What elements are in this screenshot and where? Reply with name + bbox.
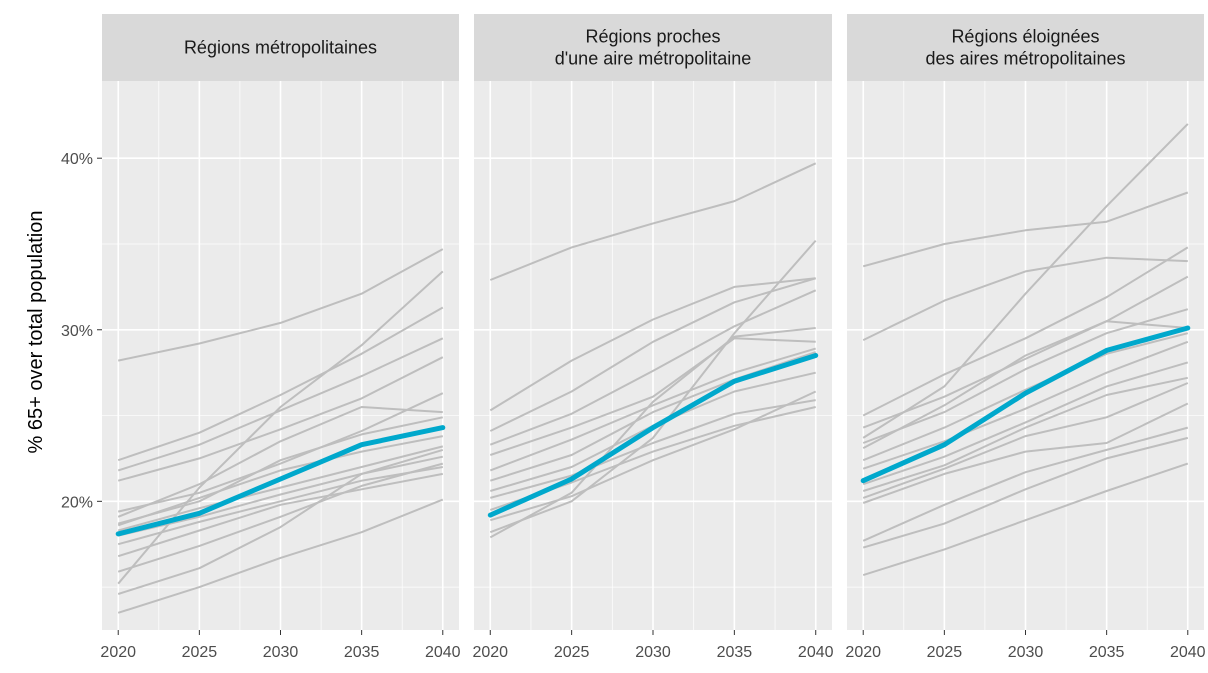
y-axis-title: % 65+ over total population <box>25 211 47 454</box>
series-line-2 <box>117 306 444 462</box>
series-line-11 <box>862 382 1189 499</box>
facet-title-line: Régions éloignées <box>951 27 1099 47</box>
facet-title-line: Régions métropolitaines <box>184 38 377 58</box>
x-tick-label: 2030 <box>263 644 299 661</box>
series-line-7 <box>862 332 1189 462</box>
y-tick-label: 30% <box>61 323 93 340</box>
x-tick-label: 2030 <box>1008 644 1044 661</box>
x-tick-label: 2030 <box>635 644 671 661</box>
x-tick-label: 2035 <box>344 644 380 661</box>
series-line-5 <box>862 308 1189 444</box>
series-line-13 <box>862 426 1189 542</box>
series-line-14 <box>862 436 1189 549</box>
series-line-5 <box>117 392 444 513</box>
series-line-6 <box>862 320 1188 449</box>
x-tick-label: 2025 <box>554 644 590 661</box>
highlight-series-line <box>860 325 1191 484</box>
series-line-2 <box>489 277 816 412</box>
series-line-11 <box>117 466 443 546</box>
series-line-12 <box>489 239 817 534</box>
series-line-10 <box>117 455 444 537</box>
facet-panel-1: Régions métropolitaines 2020 2025 2030 2035 2… <box>61 14 461 661</box>
series-line-14 <box>117 448 444 595</box>
series-line-9 <box>490 399 816 499</box>
series-line-13 <box>117 462 444 573</box>
series-line-3 <box>489 277 816 432</box>
series-line-9 <box>862 361 1189 486</box>
x-tick-label: 2040 <box>798 644 834 661</box>
series-line-3 <box>862 246 1189 417</box>
x-tick-label: 2025 <box>927 644 963 661</box>
series-line-1 <box>489 162 817 281</box>
highlight-series-line <box>487 353 819 518</box>
series-line-7 <box>117 416 444 525</box>
series-line-6 <box>489 347 816 472</box>
facet-strip <box>102 14 459 81</box>
series-line-12 <box>862 402 1189 504</box>
series-line-8 <box>117 435 443 527</box>
x-tick-label: 2020 <box>472 644 508 661</box>
x-tick-label: 2040 <box>425 644 461 661</box>
x-tick-label: 2020 <box>100 644 136 661</box>
series-line-5 <box>489 337 816 456</box>
series-line-4 <box>117 356 444 482</box>
series-line-10 <box>862 376 1189 492</box>
series-line-3 <box>117 337 444 472</box>
facets-layer: Régions métropolitaines 2020 2025 2030 2035 2… <box>61 14 1206 661</box>
series-line-1 <box>862 191 1189 268</box>
series-line-4 <box>862 275 1189 429</box>
series-line-8 <box>862 340 1189 470</box>
x-tick-label: 2025 <box>182 644 218 661</box>
facet-title-line: d'une aire métropolitaine <box>555 49 752 69</box>
series-line-12 <box>117 472 443 558</box>
y-tick-label: 20% <box>61 494 93 511</box>
series-line-4 <box>489 289 817 446</box>
highlight-series-line <box>115 425 446 537</box>
series-line-16 <box>862 123 1189 439</box>
series-line-13 <box>489 327 816 539</box>
x-tick-label: 2020 <box>845 644 881 661</box>
y-tick-label: 40% <box>61 151 93 168</box>
series-line-9 <box>117 445 444 532</box>
x-tick-label: 2035 <box>1089 644 1125 661</box>
series-line-2 <box>862 256 1188 341</box>
x-tick-label: 2040 <box>1170 644 1206 661</box>
x-tick-label: 2035 <box>717 644 753 661</box>
series-line-16 <box>117 498 444 614</box>
series-line-15 <box>862 462 1189 577</box>
facet-title-line: Régions proches <box>585 27 720 47</box>
facet-title-line: des aires métropolitaines <box>925 49 1125 69</box>
series-line-11 <box>490 390 817 522</box>
series-line-6 <box>117 406 443 518</box>
series-line-1 <box>117 248 444 362</box>
facet-strip <box>847 14 1204 81</box>
facet-strip <box>474 14 832 81</box>
